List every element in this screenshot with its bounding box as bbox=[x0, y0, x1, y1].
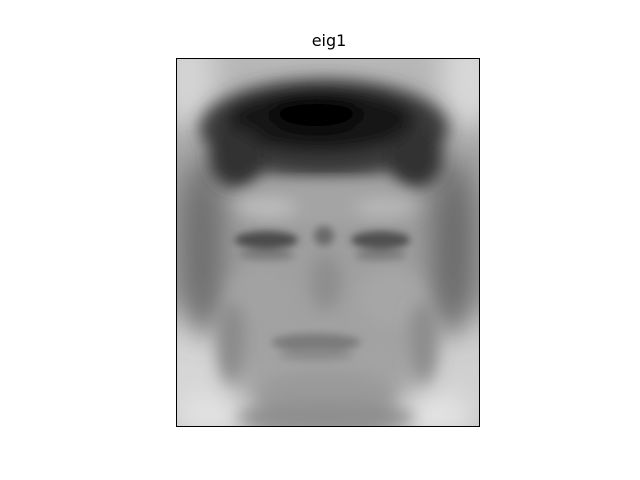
hair-band bbox=[199, 78, 449, 189]
eigenface-raster bbox=[177, 59, 479, 426]
eyes bbox=[234, 226, 411, 261]
eigenface-image bbox=[176, 58, 480, 427]
cheeks bbox=[227, 254, 425, 328]
jawline bbox=[217, 302, 438, 383]
mouth bbox=[271, 333, 361, 362]
forehead bbox=[231, 181, 421, 226]
figure-title: eig1 bbox=[311, 31, 347, 50]
corner-highlights bbox=[177, 59, 479, 426]
chin bbox=[236, 370, 416, 426]
head-outline-shadow bbox=[179, 158, 476, 338]
